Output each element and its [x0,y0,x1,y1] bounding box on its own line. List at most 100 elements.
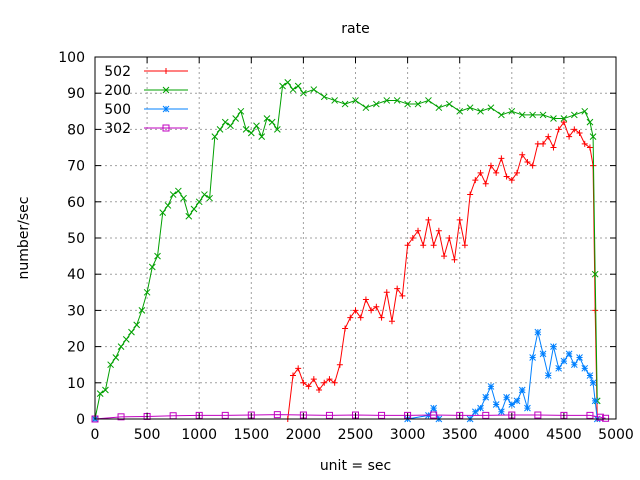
data-point-502 [362,296,369,303]
data-point-502 [425,216,432,223]
legend-marker-500 [162,105,170,113]
data-point-500 [487,383,495,390]
y-tick-label: 100 [58,50,85,66]
series-layer [91,78,610,423]
y-tick-label: 90 [67,86,85,102]
data-point-200 [586,118,594,126]
data-point-200 [294,82,302,90]
data-point-200 [331,97,339,104]
data-point-302 [117,413,125,421]
data-point-200 [232,115,240,122]
x-axis-label: unit = sec [320,458,391,474]
data-point-502 [347,314,354,321]
series-line-200 [94,81,598,420]
data-point-502 [409,235,416,241]
x-tick-label: 1000 [181,427,217,443]
data-point-502 [310,376,317,383]
data-point-502 [378,314,385,321]
data-point-502 [326,376,333,383]
data-point-502 [581,140,588,147]
data-point-200 [560,115,568,122]
data-point-200 [195,198,203,206]
legend-label-500: 500 [104,102,131,118]
x-tick-label: 5000 [598,427,634,443]
data-point-200 [362,104,370,112]
data-point-200 [279,82,286,90]
data-point-200 [589,133,597,140]
data-point-502 [524,158,531,165]
legend: 502 200 500 302 [104,64,188,137]
y-tick-label: 10 [67,376,85,392]
data-point-200 [107,361,114,369]
data-point-502 [555,126,562,133]
data-point-502 [305,383,312,390]
data-point-502 [477,169,484,176]
data-point-200 [117,343,125,350]
data-point-200 [201,191,208,198]
data-point-502 [503,173,510,180]
data-point-200 [268,118,276,126]
data-point-502 [566,133,573,140]
y-tick-label: 0 [76,412,85,428]
data-point-200 [508,107,516,115]
y-tick-label: 70 [67,159,85,175]
legend-marker-302 [162,124,170,132]
data-point-200 [247,129,255,137]
data-point-200 [164,202,172,209]
data-point-302 [325,411,333,419]
data-point-200 [263,115,271,122]
y-tick-label: 60 [67,195,85,211]
data-point-200 [273,126,281,133]
data-point-200 [180,194,187,202]
legend-label-200: 200 [104,83,131,99]
data-point-302 [586,411,594,419]
data-point-502 [342,325,349,332]
data-point-200 [284,78,292,86]
data-point-502 [472,177,479,184]
data-point-200 [498,111,505,119]
data-point-502 [300,379,307,386]
y-tick-label: 20 [67,340,85,356]
axis-ticks: 0 500 1000 1500 2000 2500 3000 3500 4000 4500 5000… [58,50,634,443]
data-point-502 [352,307,359,314]
data-point-500 [576,354,583,361]
y-axis-label: number/sec [16,197,32,280]
data-point-200 [227,122,234,130]
data-point-302 [596,413,604,421]
data-point-502 [446,235,453,241]
x-tick-label: 500 [134,427,161,443]
data-point-200 [242,126,250,133]
data-point-502 [540,140,547,147]
data-point-500 [513,397,521,405]
data-point-502 [571,126,578,133]
data-point-500 [539,350,547,358]
data-point-502 [331,379,338,386]
data-point-500 [550,343,557,350]
data-point-502 [493,169,500,176]
x-tick-label: 3000 [390,427,426,443]
data-point-200 [341,100,349,108]
data-point-302 [273,411,281,419]
data-point-200 [529,111,536,119]
data-point-502 [451,256,458,263]
data-point-502 [519,151,526,158]
data-point-502 [586,144,593,151]
data-point-502 [383,289,390,296]
data-point-502 [415,227,422,234]
data-point-502 [508,177,515,184]
data-point-200 [425,97,432,104]
data-point-502 [404,242,411,249]
data-point-200 [159,209,167,217]
data-point-200 [539,111,547,119]
data-point-502 [295,365,302,372]
data-point-502 [316,387,323,394]
data-point-500 [508,401,516,408]
data-point-502 [461,242,468,249]
data-point-302 [482,411,490,419]
data-point-200 [237,107,245,115]
data-point-502 [394,285,401,292]
x-tick-label: 3500 [442,427,478,443]
data-point-200 [393,97,401,104]
data-point-502 [368,307,375,314]
